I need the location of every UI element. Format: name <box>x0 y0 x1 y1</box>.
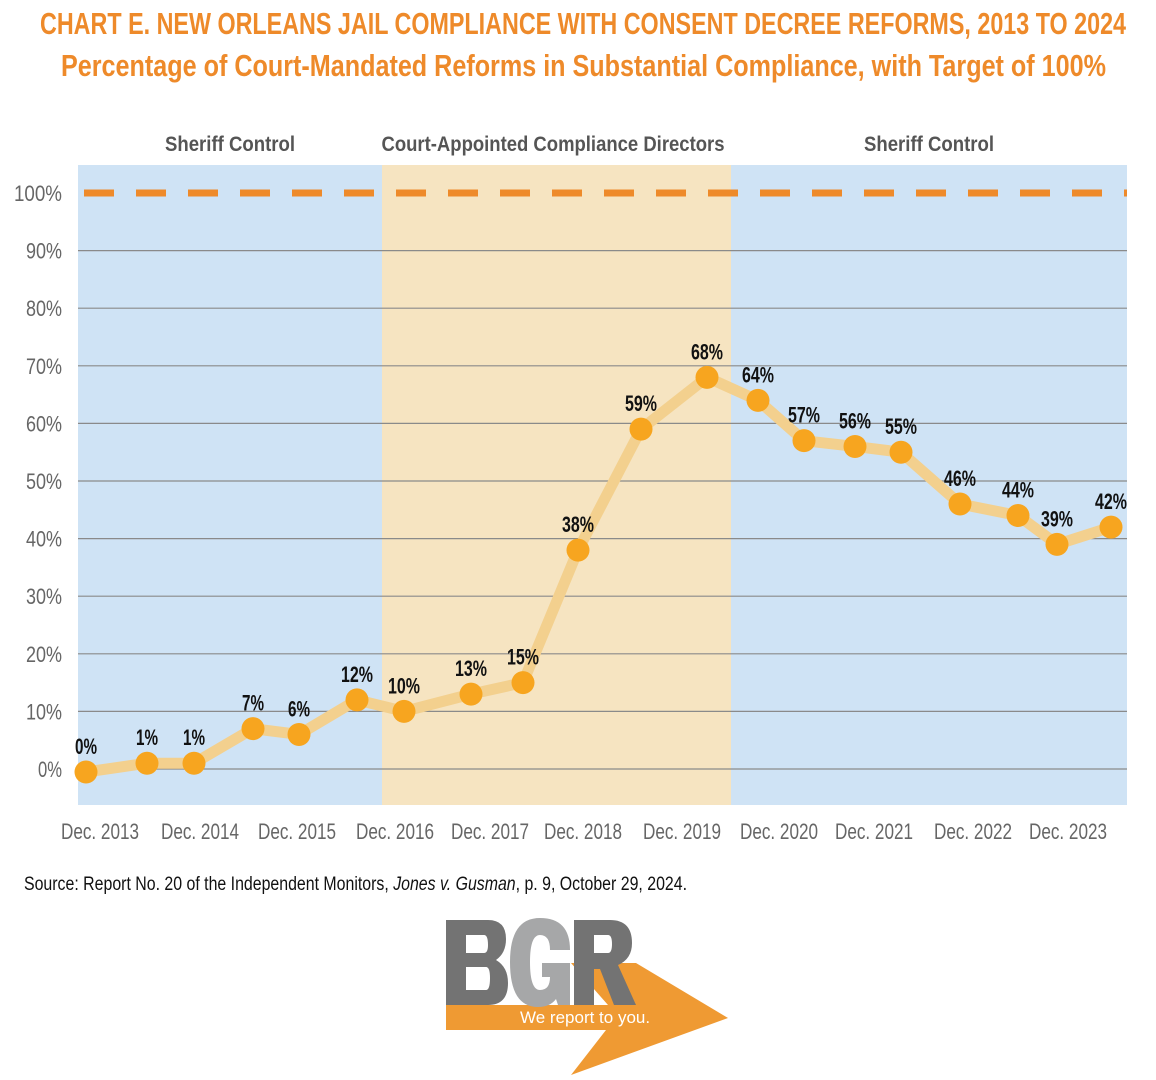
data-point <box>392 699 416 723</box>
logo-arrow <box>446 963 728 1075</box>
data-point <box>948 492 972 516</box>
y-tick-label: 60% <box>26 411 62 436</box>
y-tick-label: 30% <box>26 584 62 609</box>
data-label: 15% <box>507 645 539 670</box>
data-label: 57% <box>788 403 820 428</box>
data-point <box>1099 515 1123 539</box>
y-tick-label: 50% <box>26 469 62 494</box>
x-tick-label: Dec. 2013 <box>61 819 139 844</box>
data-label: 46% <box>944 466 976 491</box>
source-note: Source: Report No. 20 of the Independent… <box>24 874 687 895</box>
x-tick-label: Dec. 2022 <box>934 819 1012 844</box>
data-label: 42% <box>1095 489 1127 514</box>
data-point <box>1006 504 1030 528</box>
data-label: 7% <box>242 691 264 716</box>
data-label: 0% <box>75 734 97 759</box>
data-point <box>746 388 770 412</box>
data-point <box>792 429 816 453</box>
data-point <box>287 722 311 746</box>
data-label: 1% <box>136 725 158 750</box>
period-label: Sheriff Control <box>165 133 295 156</box>
data-label: 68% <box>691 339 723 364</box>
y-tick-label: 0% <box>38 757 62 782</box>
logo-tagline: We report to you. <box>520 1008 650 1027</box>
data-label: 39% <box>1041 506 1073 531</box>
x-tick-label: Dec. 2014 <box>161 819 239 844</box>
y-tick-label: 70% <box>26 354 62 379</box>
data-point <box>182 751 206 775</box>
x-tick-label: Dec. 2019 <box>643 819 721 844</box>
data-label: 38% <box>562 512 594 537</box>
y-tick-label: 90% <box>26 239 62 264</box>
data-label: 56% <box>839 408 871 433</box>
data-point <box>74 760 98 784</box>
data-label: 10% <box>388 673 420 698</box>
x-tick-label: Dec. 2020 <box>740 819 818 844</box>
data-point <box>1045 532 1069 556</box>
y-tick-label: 20% <box>26 642 62 667</box>
data-label: 1% <box>183 725 205 750</box>
x-tick-label: Dec. 2017 <box>451 819 529 844</box>
y-tick-label: 80% <box>26 296 62 321</box>
data-label: 13% <box>455 656 487 681</box>
bgr-logo: We report to you. <box>446 918 728 1075</box>
period-band <box>78 165 382 805</box>
data-label: 6% <box>288 696 310 721</box>
data-point <box>843 434 867 458</box>
data-label: 59% <box>625 391 657 416</box>
data-label: 44% <box>1002 478 1034 503</box>
data-point <box>511 671 535 695</box>
data-point <box>629 417 653 441</box>
data-point <box>695 365 719 389</box>
data-point <box>566 538 590 562</box>
chart-subtitle: Percentage of Court-Mandated Reforms in … <box>61 48 1106 83</box>
period-band <box>731 165 1127 805</box>
period-label: Court-Appointed Compliance Directors <box>382 133 725 156</box>
x-tick-label: Dec. 2023 <box>1029 819 1107 844</box>
x-tick-label: Dec. 2018 <box>544 819 622 844</box>
data-label: 64% <box>742 362 774 387</box>
chart-title: CHART E. NEW ORLEANS JAIL COMPLIANCE WIT… <box>40 6 1127 41</box>
source-suffix: , p. 9, October 29, 2024. <box>516 874 687 895</box>
data-point <box>345 688 369 712</box>
data-label: 55% <box>885 414 917 439</box>
logo-r <box>574 920 636 1005</box>
x-tick-label: Dec. 2016 <box>356 819 434 844</box>
data-point <box>135 751 159 775</box>
y-tick-label: 40% <box>26 527 62 552</box>
data-label: 12% <box>341 662 373 687</box>
period-label: Sheriff Control <box>864 133 994 156</box>
y-tick-label: 100% <box>14 181 62 206</box>
data-point <box>241 717 265 741</box>
data-point <box>889 440 913 464</box>
y-tick-label: 10% <box>26 699 62 724</box>
logo-b <box>446 920 508 1005</box>
source-prefix: Source: Report No. 20 of the Independent… <box>24 874 393 895</box>
x-tick-label: Dec. 2021 <box>835 819 913 844</box>
source-case: Jones v. Gusman <box>392 874 515 895</box>
logo-g <box>510 918 570 1007</box>
x-tick-label: Dec. 2015 <box>258 819 336 844</box>
data-point <box>459 682 483 706</box>
